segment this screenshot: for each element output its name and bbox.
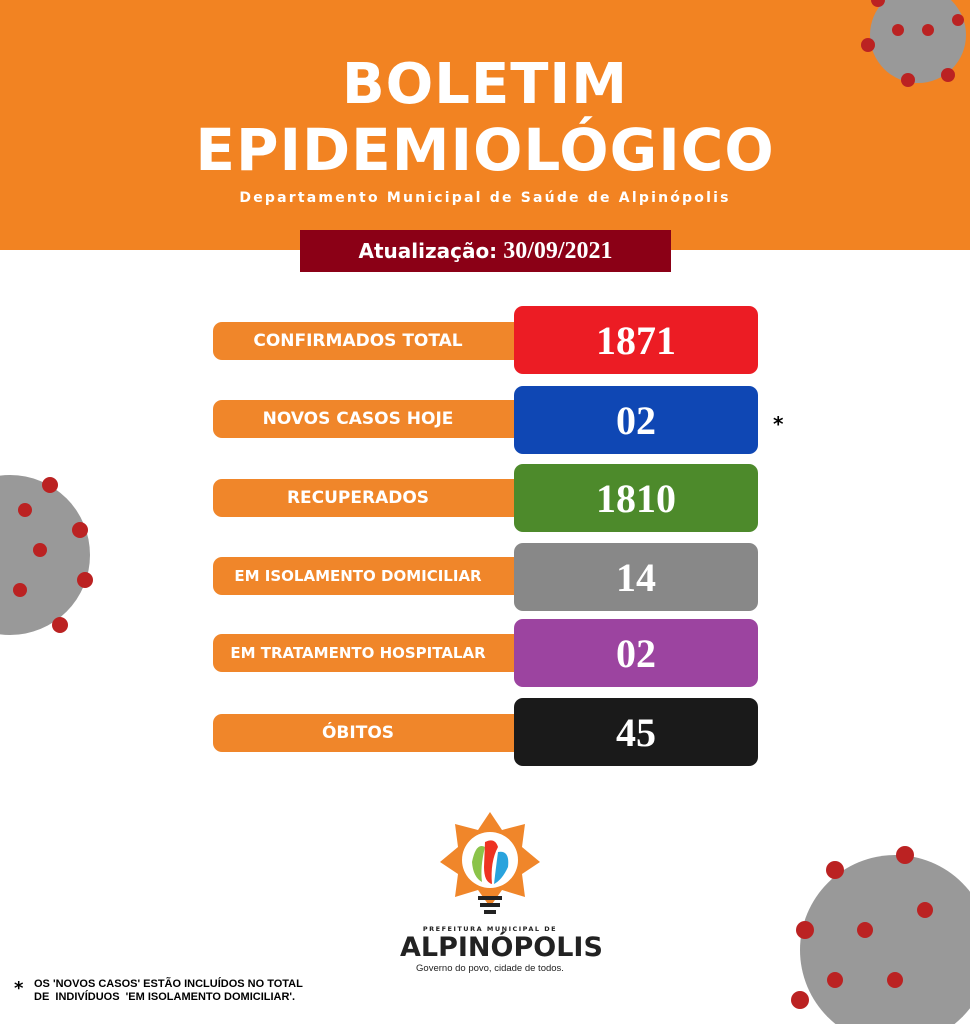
header-banner xyxy=(0,0,970,250)
lightbulb-logo-icon xyxy=(440,812,540,914)
logo-prefix: PREFEITURA MUNICIPAL DE xyxy=(422,925,558,933)
virus-illustration-top-right xyxy=(861,0,966,87)
stat-value: 02 xyxy=(514,386,758,454)
stat-value: 14 xyxy=(514,543,758,611)
footnote: OS 'NOVOS CASOS' ESTÃO INCLUÍDOS NO TOTA… xyxy=(34,978,303,1004)
virus-illustration-bottom-right xyxy=(791,846,970,1024)
title-line-1: BOLETIM xyxy=(342,52,628,117)
stat-value: 02 xyxy=(514,619,758,687)
subtitle: Departamento Municipal de Saúde de Alpin… xyxy=(239,190,731,206)
stat-value: 45 xyxy=(514,698,758,766)
stat-value: 1810 xyxy=(514,464,758,532)
prefeitura-logo: PREFEITURA MUNICIPAL DE ALPINÓPOLIS Gove… xyxy=(400,812,603,974)
stat-label: ÓBITOS xyxy=(213,714,533,752)
stat-label: EM TRATAMENTO HOSPITALAR xyxy=(213,634,533,672)
stat-label: NOVOS CASOS HOJE xyxy=(213,400,533,438)
footnote-asterisk: * xyxy=(14,978,24,999)
virus-illustration-left xyxy=(0,475,93,635)
footnote-line-1: OS 'NOVOS CASOS' ESTÃO INCLUÍDOS NO TOTA… xyxy=(34,978,303,990)
title-line-2: EPIDEMIOLÓGICO xyxy=(195,116,775,184)
stat-value: 1871 xyxy=(514,306,758,374)
logo-slogan: Governo do povo, cidade de todos. xyxy=(416,963,564,974)
update-date-banner: Atualização: 30/09/2021 xyxy=(300,230,671,272)
stat-label: EM ISOLAMENTO DOMICILIAR xyxy=(213,557,533,595)
update-label: Atualização: xyxy=(358,239,498,263)
footnote-line-2: DE INDIVÍDUOS 'EM ISOLAMENTO DOMICILIAR'… xyxy=(34,991,296,1003)
stat-label: RECUPERADOS xyxy=(213,479,533,517)
update-date: 30/09/2021 xyxy=(503,237,613,264)
asterisk-marker: * xyxy=(773,412,784,436)
logo-name: ALPINÓPOLIS xyxy=(400,932,603,963)
stat-label: CONFIRMADOS TOTAL xyxy=(213,322,533,360)
